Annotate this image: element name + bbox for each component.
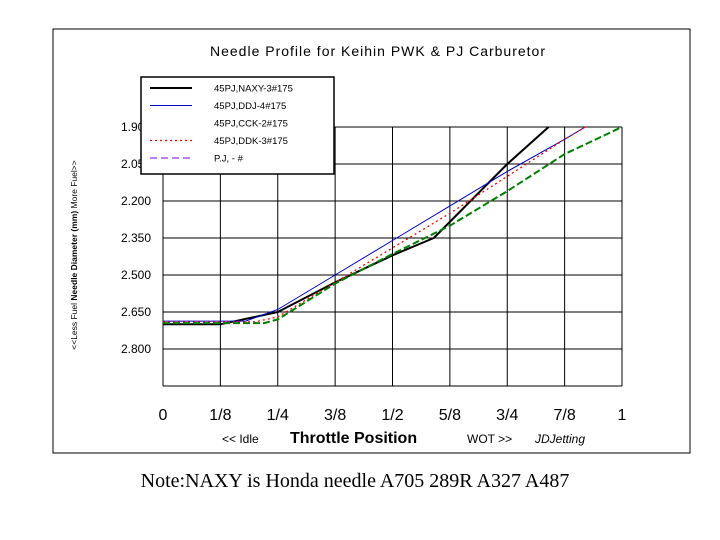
series-line-5 — [163, 126, 623, 325]
x-tick-label-3: 3/8 — [324, 407, 346, 424]
x-axis-left-note: << Idle — [222, 432, 259, 446]
legend-label-2: 45PJ,CCK-2#175 — [214, 119, 288, 130]
x-axis-label: Throttle Position — [290, 430, 417, 447]
y-tick-label-6: 2.800 — [121, 342, 151, 356]
x-tick-label-0: 0 — [159, 407, 168, 424]
legend: 45PJ,NAXY-3#175 45PJ,DDJ-4#175 45PJ,CCK-2#… — [140, 76, 335, 175]
x-tick-label-6: 3/4 — [496, 407, 518, 424]
x-axis-right-note: WOT >> — [467, 432, 512, 446]
y-axis-label-right: More Fuel>> — [69, 160, 79, 211]
x-tick-label-2: 1/4 — [267, 407, 289, 424]
legend-label-1: 45PJ,DDJ-4#175 — [214, 101, 286, 112]
footnote: Note:NAXY is Honda needle A705 289R A327… — [141, 470, 570, 492]
legend-label-0: 45PJ,NAXY-3#175 — [214, 84, 293, 95]
credit-label: JDJetting — [534, 432, 585, 446]
x-tick-label-8: 1 — [618, 407, 627, 424]
y-tick-label-2: 2.200 — [121, 194, 151, 208]
x-tick-label-7: 7/8 — [554, 407, 576, 424]
y-axis-label-left: <<Less Fuel — [69, 301, 79, 350]
series-lines — [163, 126, 623, 326]
axis-ticks: 0 1/8 1/4 3/8 1/2 5/8 3/4 7/8 11.9002.0502.2002.… — [121, 120, 627, 424]
y-axis-label: <<Less Fuel Needle Diameter (mm) More Fu… — [69, 160, 79, 349]
x-tick-label-1: 1/8 — [209, 407, 231, 424]
series-line-1 — [163, 126, 586, 322]
legend-label-4: P.J, - # — [214, 154, 244, 165]
x-tick-label-5: 5/8 — [439, 407, 461, 424]
x-tick-label-4: 1/2 — [381, 407, 403, 424]
y-tick-label-5: 2.650 — [121, 305, 151, 319]
y-tick-label-3: 2.350 — [121, 231, 151, 245]
y-axis-label-bold: Needle Diameter (mm) — [69, 211, 79, 301]
y-tick-label-4: 2.500 — [121, 268, 151, 282]
legend-label-3: 45PJ,DDK-3#175 — [214, 136, 288, 147]
chart-title: Needle Profile for Keihin PWK & PJ Carbu… — [210, 43, 546, 59]
